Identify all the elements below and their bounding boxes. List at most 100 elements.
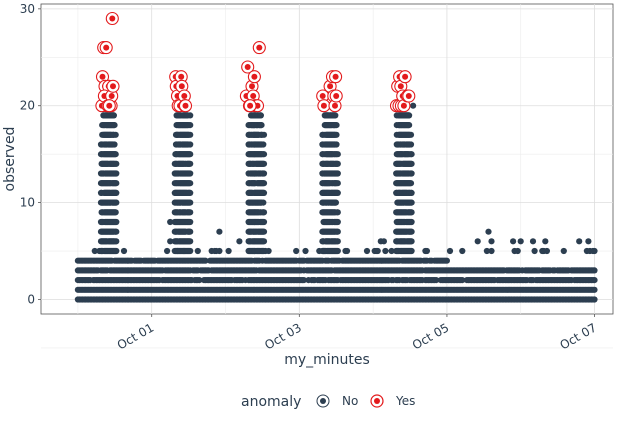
point-normal <box>113 160 120 167</box>
point-normal <box>332 112 339 119</box>
point-normal <box>260 180 268 187</box>
point-anomaly <box>241 60 255 74</box>
point-normal <box>509 238 517 245</box>
point-anomaly <box>323 79 337 93</box>
point-anomaly-dot <box>103 44 110 51</box>
point-anomaly <box>105 11 119 26</box>
point-anomaly-dot <box>182 102 189 109</box>
point-anomaly-dot <box>405 93 412 99</box>
point-normal <box>332 199 339 206</box>
point-normal <box>112 151 119 158</box>
point-anomaly-dot <box>247 102 254 109</box>
point-anomaly-dot <box>178 73 185 80</box>
point-anomaly <box>243 99 257 113</box>
point-anomaly-dot <box>250 93 257 99</box>
legend: anomaly No Yes <box>241 394 415 410</box>
x-axis-title: my_minutes <box>284 352 370 368</box>
point-anomaly <box>95 70 110 84</box>
point-normal <box>406 122 413 129</box>
point-normal <box>576 238 583 245</box>
point-normal <box>333 131 340 138</box>
point-normal <box>334 247 341 255</box>
point-normal <box>110 112 117 119</box>
point-normal <box>408 160 415 167</box>
legend-key-yes <box>370 394 384 408</box>
point-normal <box>382 247 389 255</box>
point-normal <box>167 238 174 245</box>
point-normal <box>517 238 524 245</box>
point-normal <box>488 247 495 255</box>
point-normal <box>531 247 538 255</box>
point-normal <box>187 199 194 206</box>
legend-title: anomaly <box>241 394 301 410</box>
point-normal <box>167 218 174 226</box>
point-anomaly <box>398 70 412 84</box>
point-normal <box>260 228 268 235</box>
point-normal <box>187 228 194 235</box>
point-normal <box>333 122 340 129</box>
point-normal <box>591 277 598 284</box>
point-normal <box>408 228 415 235</box>
point-normal <box>407 180 415 187</box>
point-normal <box>443 257 450 264</box>
point-normal <box>529 238 537 245</box>
point-normal <box>483 247 490 255</box>
point-normal <box>260 170 268 177</box>
point-normal <box>380 238 387 245</box>
point-anomaly <box>317 99 331 113</box>
point-normal <box>113 189 120 196</box>
point-normal <box>334 170 341 177</box>
point-normal <box>187 189 194 196</box>
point-normal <box>363 247 371 255</box>
point-normal <box>408 218 415 226</box>
point-normal <box>187 238 194 245</box>
point-normal <box>388 247 395 255</box>
point-normal <box>187 151 194 158</box>
point-normal <box>120 247 128 255</box>
point-normal <box>113 247 120 255</box>
point-normal <box>196 277 203 284</box>
legend-label-yes: Yes <box>395 394 415 408</box>
point-normal <box>194 247 201 255</box>
point-normal <box>236 238 243 245</box>
point-anomaly <box>99 41 113 55</box>
point-normal <box>111 122 118 129</box>
point-anomaly <box>102 99 116 113</box>
point-normal <box>408 170 415 177</box>
point-normal <box>260 189 268 196</box>
point-normal <box>113 180 120 187</box>
point-normal <box>113 199 120 206</box>
point-normal <box>260 218 268 226</box>
point-normal <box>542 238 549 245</box>
y-axis-title: observed <box>2 127 18 192</box>
y-tick-label: 20 <box>20 99 35 113</box>
point-normal <box>216 247 223 255</box>
point-normal <box>187 131 194 138</box>
point-anomaly <box>329 70 343 84</box>
point-normal <box>334 151 341 158</box>
point-anomaly-dot <box>251 73 258 80</box>
point-anomaly <box>247 70 261 84</box>
point-normal <box>433 277 440 284</box>
point-anomaly <box>178 99 193 113</box>
legend-no-dot <box>320 398 326 404</box>
point-normal <box>187 141 194 148</box>
point-normal <box>485 228 492 235</box>
point-normal <box>408 247 415 255</box>
point-anomaly <box>394 79 408 93</box>
point-normal <box>591 247 598 255</box>
point-normal <box>293 247 300 255</box>
point-anomaly <box>252 41 266 55</box>
point-normal <box>488 238 495 245</box>
point-normal <box>591 267 598 274</box>
y-tick-label: 0 <box>27 292 35 306</box>
legend-key-no <box>316 394 330 408</box>
point-normal <box>258 122 265 129</box>
point-normal <box>216 228 223 235</box>
point-normal <box>260 160 268 167</box>
point-anomaly-dot <box>320 102 327 109</box>
point-anomaly-dot <box>244 64 251 70</box>
legend-label-no: No <box>342 394 358 408</box>
point-normal <box>187 160 194 167</box>
point-normal <box>260 151 268 158</box>
